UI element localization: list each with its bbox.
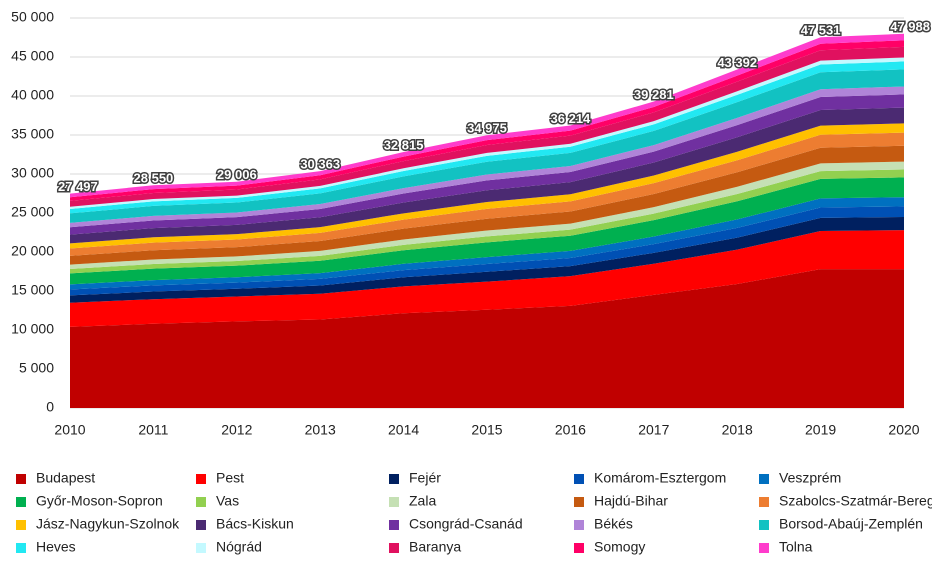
area — [70, 269, 904, 408]
total-label: 32 815 — [384, 137, 424, 152]
total-label: 36 214 — [551, 111, 592, 126]
legend-swatch — [759, 474, 769, 484]
y-tick-label: 35 000 — [11, 126, 54, 142]
legend-label: Somogy — [594, 539, 645, 555]
area — [70, 69, 904, 223]
legend-label: Zala — [409, 493, 436, 509]
y-tick-label: 30 000 — [11, 165, 54, 181]
total-label: 27 497 — [58, 179, 98, 194]
total-label: 47 531 — [801, 23, 841, 38]
area — [70, 107, 904, 244]
area — [70, 177, 904, 285]
legend-label: Nógrád — [216, 539, 262, 555]
legend-swatch — [389, 474, 399, 484]
legend-label: Jász-Nagykun-Szolnok — [36, 516, 180, 532]
x-tick-label: 2011 — [138, 422, 168, 438]
x-tick-label: 2014 — [388, 422, 419, 438]
legend-swatch — [196, 497, 206, 507]
legend-swatch — [759, 520, 769, 530]
y-tick-label: 10 000 — [11, 321, 54, 337]
legend-swatch — [16, 520, 26, 530]
x-tick-label: 2020 — [888, 422, 919, 438]
legend-swatch — [389, 543, 399, 553]
legend-label: Borsod-Abaúj-Zemplén — [779, 516, 923, 532]
legend-swatch — [759, 497, 769, 507]
legend-label: Csongrád-Csanád — [409, 516, 523, 532]
area — [70, 145, 904, 265]
y-tick-label: 15 000 — [11, 282, 54, 298]
legend-swatch — [196, 543, 206, 553]
legend-swatch — [196, 474, 206, 484]
legend-label: Szabolcs-Szatmár-Bereg — [779, 493, 932, 509]
area — [70, 94, 904, 235]
legend-label: Hajdú-Bihar — [594, 493, 668, 509]
legend-swatch — [574, 474, 584, 484]
legend-label: Pest — [216, 470, 244, 486]
legend-label: Baranya — [409, 539, 461, 555]
total-label: 43 392 — [717, 55, 757, 70]
x-tick-label: 2017 — [638, 422, 669, 438]
total-label: 39 281 — [634, 87, 674, 102]
legend-label: Tolna — [779, 539, 813, 555]
legend-swatch — [759, 543, 769, 553]
legend-label: Heves — [36, 539, 76, 555]
x-tick-label: 2012 — [221, 422, 252, 438]
total-label: 28 550 — [134, 171, 174, 186]
legend-label: Veszprém — [779, 470, 841, 486]
y-tick-label: 20 000 — [11, 243, 54, 259]
legend-label: Vas — [216, 493, 239, 509]
legend-swatch — [16, 543, 26, 553]
area — [70, 216, 904, 303]
legend-label: Komárom-Esztergom — [594, 470, 726, 486]
legend-label: Bács-Kiskun — [216, 516, 294, 532]
x-tick-label: 2015 — [471, 422, 502, 438]
legend-label: Fejér — [409, 470, 441, 486]
y-tick-label: 50 000 — [11, 9, 54, 25]
total-label: 30 363 — [300, 157, 340, 172]
x-tick-label: 2016 — [555, 422, 586, 438]
y-tick-label: 0 — [46, 399, 54, 415]
x-tick-label: 2010 — [54, 422, 85, 438]
y-tick-label: 45 000 — [11, 48, 54, 64]
total-label: 34 975 — [467, 121, 507, 136]
legend-swatch — [389, 497, 399, 507]
y-tick-label: 25 000 — [11, 204, 54, 220]
legend-swatch — [16, 497, 26, 507]
legend-swatch — [196, 520, 206, 530]
y-tick-label: 5 000 — [19, 360, 54, 376]
x-tick-label: 2018 — [722, 422, 753, 438]
legend-swatch — [574, 497, 584, 507]
legend-swatch — [574, 543, 584, 553]
x-tick-label: 2013 — [305, 422, 336, 438]
legend-label: Budapest — [36, 470, 95, 486]
legend-swatch — [389, 520, 399, 530]
total-label: 29 006 — [217, 167, 257, 182]
legend-label: Győr-Moson-Sopron — [36, 493, 163, 509]
area — [70, 206, 904, 296]
area — [70, 132, 904, 256]
legend-label: Békés — [594, 516, 633, 532]
y-tick-label: 40 000 — [11, 87, 54, 103]
legend-swatch — [16, 474, 26, 484]
x-tick-label: 2019 — [805, 422, 836, 438]
area — [70, 230, 904, 327]
area — [70, 197, 904, 290]
total-label: 47 988 — [890, 19, 930, 34]
legend-swatch — [574, 520, 584, 530]
